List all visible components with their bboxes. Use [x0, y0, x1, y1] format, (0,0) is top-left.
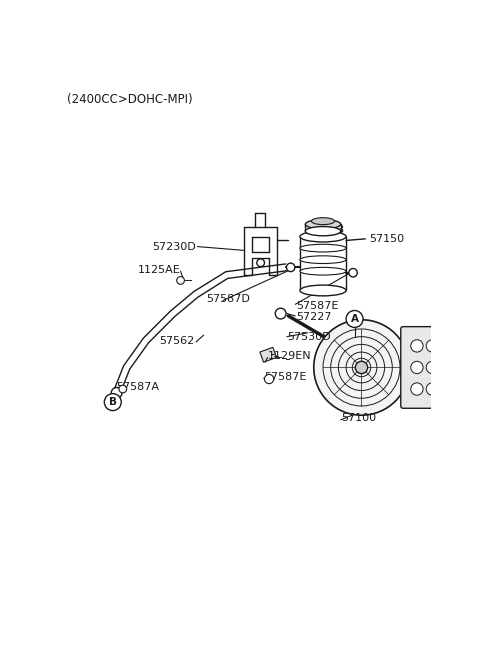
Circle shape — [287, 263, 295, 272]
Text: 57150: 57150 — [369, 234, 404, 244]
Circle shape — [355, 361, 368, 374]
Circle shape — [104, 394, 121, 411]
Circle shape — [119, 385, 127, 393]
Text: 57587E: 57587E — [296, 301, 338, 311]
Text: 57587E: 57587E — [264, 372, 306, 382]
Circle shape — [177, 277, 184, 284]
Circle shape — [411, 340, 423, 352]
Circle shape — [426, 361, 439, 374]
Ellipse shape — [300, 231, 346, 242]
Ellipse shape — [305, 226, 341, 236]
Text: 57587A: 57587A — [117, 382, 160, 392]
Ellipse shape — [305, 220, 341, 229]
Text: B: B — [109, 397, 117, 407]
Circle shape — [275, 308, 286, 319]
Circle shape — [426, 340, 439, 352]
Circle shape — [426, 383, 439, 395]
Text: 57227: 57227 — [296, 312, 332, 322]
FancyBboxPatch shape — [401, 327, 450, 408]
Text: 57562: 57562 — [159, 335, 194, 346]
Ellipse shape — [300, 268, 346, 275]
Circle shape — [411, 361, 423, 374]
Text: 1129EN: 1129EN — [267, 351, 311, 361]
Circle shape — [111, 388, 122, 398]
Text: A: A — [350, 314, 359, 324]
Circle shape — [257, 259, 264, 266]
Circle shape — [346, 310, 363, 327]
Text: (2400CC>DOHC-MPI): (2400CC>DOHC-MPI) — [67, 92, 193, 106]
Text: 57530D: 57530D — [287, 332, 330, 342]
Ellipse shape — [300, 285, 346, 296]
Ellipse shape — [300, 256, 346, 264]
Bar — [260, 347, 276, 362]
Text: 1125AE: 1125AE — [138, 264, 180, 275]
Text: 57100: 57100 — [341, 413, 376, 422]
Circle shape — [349, 268, 357, 277]
Ellipse shape — [300, 244, 346, 252]
Circle shape — [264, 375, 274, 384]
Circle shape — [411, 383, 423, 395]
Text: 57230D: 57230D — [152, 241, 196, 252]
Text: 57587D: 57587D — [206, 294, 250, 304]
Text: 57183: 57183 — [309, 226, 344, 236]
Ellipse shape — [312, 218, 335, 224]
Circle shape — [314, 319, 409, 415]
